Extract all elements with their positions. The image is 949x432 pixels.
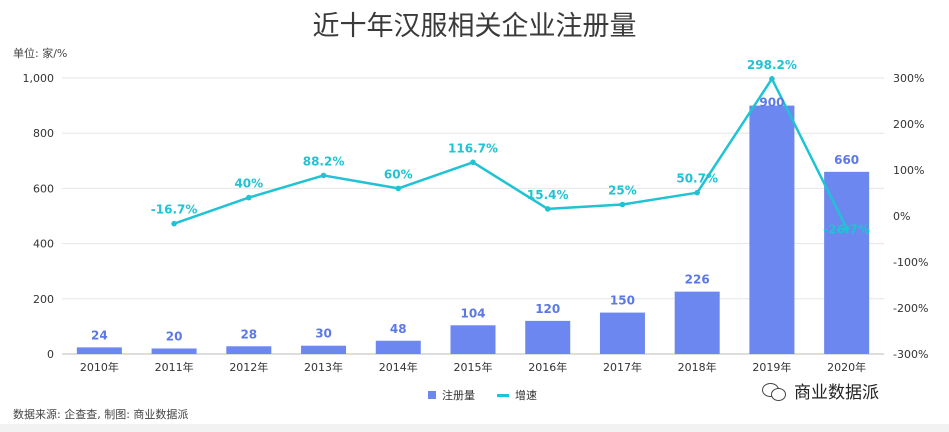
- y-right-tick-label: 300%: [893, 72, 924, 85]
- growth-point: [320, 172, 327, 179]
- bar-value-label: 150: [610, 294, 635, 308]
- bar-value-label: 20: [166, 329, 183, 343]
- legend: 注册量 增速: [428, 387, 559, 403]
- y-left-tick-label: 1,000: [23, 72, 55, 85]
- y-right-tick-label: -200%: [893, 302, 928, 315]
- y-left-tick-label: 400: [33, 238, 54, 251]
- brand-name: 商业数据派: [794, 383, 879, 403]
- growth-value-label: -16.7%: [151, 203, 198, 217]
- x-tick-label: 2012年: [229, 360, 268, 374]
- y-right-tick-label: 0%: [893, 210, 910, 223]
- legend-bar-label: 注册量: [442, 389, 475, 402]
- source-note: 数据来源: 企查查, 制图: 商业数据派: [13, 408, 189, 421]
- x-tick-label: 2019年: [752, 360, 791, 374]
- bar-value-label: 900: [759, 96, 784, 110]
- legend-line-swatch: [497, 393, 509, 397]
- legend-item-bar: 注册量: [428, 387, 475, 403]
- growth-line: [173, 77, 848, 229]
- legend-bar-swatch: [428, 391, 436, 399]
- x-tick-label: 2013年: [304, 360, 343, 374]
- growth-point: [694, 189, 700, 196]
- bar: [525, 320, 571, 354]
- y-left-tick-label: 0: [47, 348, 54, 361]
- bar-value-label: 24: [91, 328, 108, 342]
- y-left-tick-label: 200: [33, 293, 54, 306]
- wechat-icon: [762, 381, 786, 401]
- bar: [76, 347, 122, 354]
- growth-point: [395, 185, 402, 192]
- chart-title: 近十年汉服相关企业注册量: [312, 11, 637, 42]
- bar: [226, 346, 272, 354]
- growth-value-label: 15.4%: [527, 188, 569, 202]
- bar: [599, 312, 645, 354]
- axis-ticks: 0 200 400 600 800 1,000 -300% -200% -100% 0% 100% 2…: [23, 72, 929, 374]
- unit-label: 单位: 家/%: [13, 47, 68, 60]
- growth-value-label: 60%: [384, 167, 413, 181]
- x-tick-label: 2015年: [454, 360, 493, 374]
- y-left-tick-label: 600: [33, 182, 54, 195]
- bar-value-label: 104: [460, 306, 485, 320]
- legend-item-line: 增速: [497, 387, 537, 403]
- y-right-tick-label: 100%: [893, 164, 924, 177]
- growth-point: [769, 76, 775, 82]
- y-right-tick-label: 200%: [893, 118, 924, 131]
- growth-value-label: 50.7%: [676, 172, 718, 186]
- y-left-tick-label: 800: [33, 127, 54, 140]
- growth-point: [843, 225, 850, 232]
- bar: [674, 291, 720, 354]
- growth-value-label: 25%: [608, 184, 637, 198]
- x-tick-label: 2011年: [155, 360, 194, 374]
- growth-value-label: 40%: [234, 177, 263, 191]
- bar-value-label: 660: [834, 153, 859, 167]
- x-tick-label: 2020年: [827, 360, 866, 374]
- growth-point: [544, 206, 551, 212]
- x-tick-label: 2014年: [379, 360, 418, 374]
- bar-value-label: 226: [685, 273, 710, 287]
- bar: [450, 325, 496, 354]
- bar-series: [76, 105, 870, 354]
- growth-value-label: 88.2%: [303, 154, 345, 168]
- bottom-rule: [0, 424, 949, 432]
- x-tick-label: 2017年: [603, 360, 642, 374]
- growth-value-label: 298.2%: [747, 58, 797, 72]
- growth-value-label: -26.7%: [823, 222, 870, 236]
- line-series: [171, 76, 850, 232]
- bar-value-label: 28: [240, 327, 257, 341]
- growth-point: [246, 194, 252, 201]
- bar: [824, 171, 870, 354]
- bar: [375, 340, 421, 354]
- bar-value-label: 48: [390, 322, 407, 336]
- x-tick-label: 2010年: [80, 360, 119, 374]
- y-right-tick-label: -300%: [893, 348, 928, 361]
- bar: [301, 345, 347, 354]
- growth-point: [619, 201, 626, 208]
- x-tick-label: 2016年: [528, 360, 567, 374]
- y-right-tick-label: -100%: [893, 256, 928, 269]
- bar: [151, 348, 197, 354]
- growth-value-label: 116.7%: [448, 141, 498, 155]
- bar: [749, 105, 795, 354]
- bar-value-label: 120: [535, 302, 560, 316]
- bar-value-label: 30: [315, 327, 332, 341]
- brand-mark: 商业数据派: [762, 378, 879, 403]
- data-labels: 24 20 28 30 48 104 120 150 226 900 660 -16.7% 40% 88.…: [91, 58, 870, 344]
- legend-line-label: 增速: [515, 389, 537, 402]
- growth-point: [171, 220, 177, 227]
- growth-point: [470, 159, 476, 166]
- x-tick-label: 2018年: [678, 360, 717, 374]
